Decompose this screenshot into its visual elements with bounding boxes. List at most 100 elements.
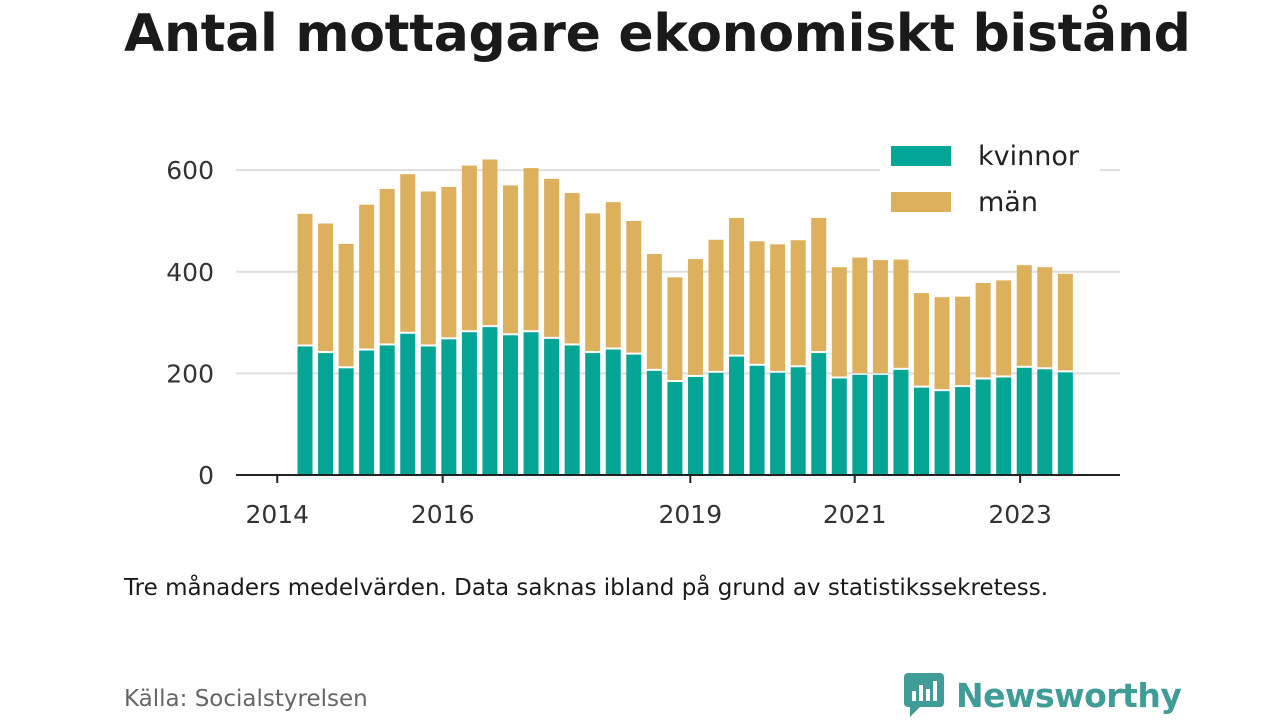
bar-kvinnor [790, 367, 806, 475]
bar-man [687, 259, 703, 375]
bar-man [523, 168, 539, 331]
bar-kvinnor [626, 354, 642, 475]
bar-kvinnor [934, 391, 950, 475]
bar-kvinnor [893, 369, 909, 475]
x-tick-label: 2019 [659, 500, 723, 529]
bar-man [359, 204, 375, 349]
bar-kvinnor [338, 368, 354, 475]
bar-kvinnor [667, 382, 683, 475]
bar-kvinnor [379, 345, 395, 475]
bars [297, 159, 1073, 475]
bar-kvinnor [441, 339, 457, 475]
bar-man [996, 280, 1012, 376]
bar-man [667, 277, 683, 381]
bar-kvinnor [770, 372, 786, 475]
bar-kvinnor [1037, 369, 1053, 475]
bar-kvinnor [605, 349, 621, 475]
x-tick-label: 2021 [823, 500, 887, 529]
bar-man [441, 186, 457, 338]
bar-man [729, 217, 745, 355]
legend-label: kvinnor [978, 141, 1080, 172]
bar-man [831, 267, 847, 377]
bar-kvinnor [482, 327, 498, 475]
y-tick-label: 400 [166, 258, 214, 287]
bar-kvinnor [523, 332, 539, 475]
bar-kvinnor [687, 376, 703, 475]
y-tick-label: 0 [198, 461, 214, 490]
bar-kvinnor [503, 335, 518, 475]
bar-kvinnor [544, 338, 560, 475]
bar-man [626, 220, 642, 353]
bar-kvinnor [996, 377, 1012, 475]
bar-man [708, 239, 724, 371]
bar-man [1057, 273, 1073, 371]
bar-man [893, 259, 909, 368]
bar-man [379, 188, 395, 344]
bar-man [400, 174, 416, 332]
bar-man [1016, 265, 1032, 366]
bar-man [811, 217, 827, 352]
bar-man [461, 165, 477, 331]
y-tick-label: 600 [166, 156, 214, 185]
bar-man [790, 240, 806, 366]
bar-man [646, 253, 662, 369]
newsworthy-logo-icon [904, 673, 944, 717]
bar-man [1037, 267, 1053, 368]
bar-kvinnor [914, 387, 929, 475]
bar-man [872, 260, 888, 373]
bar-kvinnor [585, 353, 601, 475]
bar-kvinnor [975, 379, 991, 475]
bar-man [544, 178, 560, 337]
x-tick-label: 2016 [411, 500, 475, 529]
bar-kvinnor [729, 356, 745, 475]
legend-swatch-man [891, 192, 951, 212]
bar-kvinnor [646, 370, 662, 475]
bar-man [852, 257, 868, 373]
bar-kvinnor [318, 353, 334, 475]
bar-kvinnor [1016, 367, 1032, 475]
source-label: Källa: Socialstyrelsen [124, 686, 368, 712]
legend-label: män [978, 187, 1038, 218]
bar-man [605, 202, 621, 348]
bar-man [503, 185, 518, 334]
bar-man [934, 297, 950, 390]
stacked-bar-chart: 0 200 400 600 2014 2016 2019 2021 2023 kvinnor m… [166, 140, 1120, 529]
x-tick-label: 2023 [988, 500, 1052, 529]
bar-kvinnor [420, 346, 436, 475]
bar-man [297, 213, 313, 345]
x-axis-ticks: 2014 2016 2019 2021 2023 [245, 475, 1052, 529]
bar-kvinnor [564, 345, 580, 475]
y-tick-label: 200 [166, 359, 214, 388]
bar-kvinnor [400, 333, 416, 475]
bar-man [955, 296, 971, 386]
bar-man [914, 293, 929, 386]
legend-swatch-kvinnor [891, 146, 951, 166]
bar-man [482, 159, 498, 326]
bar-kvinnor [749, 365, 765, 475]
bar-kvinnor [831, 378, 847, 475]
y-axis-ticks: 0 200 400 600 [166, 156, 214, 490]
bar-kvinnor [708, 372, 724, 475]
bar-kvinnor [359, 350, 375, 475]
x-tick-label: 2014 [245, 500, 309, 529]
bar-kvinnor [297, 346, 313, 475]
bar-man [338, 243, 354, 367]
bar-kvinnor [955, 387, 971, 475]
brand-name: Newsworthy [956, 675, 1182, 715]
bar-man [770, 244, 786, 371]
bar-man [318, 223, 334, 352]
bar-kvinnor [1057, 372, 1073, 475]
bar-kvinnor [872, 374, 888, 475]
bar-man [420, 191, 436, 345]
bar-kvinnor [461, 332, 477, 475]
brand-logo: Newsworthy [902, 670, 1182, 720]
page-title: Antal mottagare ekonomiskt bistånd [124, 4, 1191, 64]
bar-man [975, 282, 991, 378]
bar-kvinnor [811, 353, 827, 475]
chart-note: Tre månaders medelvärden. Data saknas ib… [124, 575, 1049, 601]
bar-kvinnor [852, 374, 868, 475]
legend: kvinnor män [880, 140, 1100, 230]
bar-man [585, 213, 601, 352]
bar-man [749, 241, 765, 364]
bar-man [564, 193, 580, 344]
